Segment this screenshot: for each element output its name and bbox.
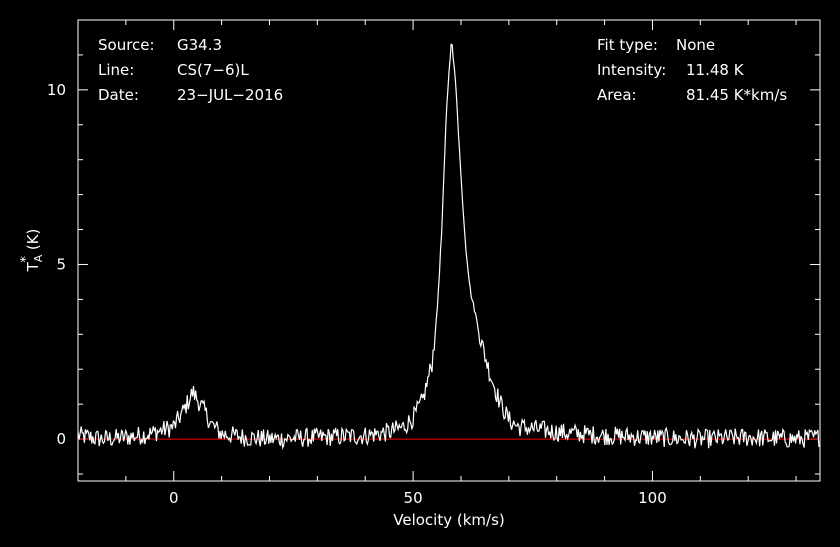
y-axis-label-unit: (K) (24, 229, 42, 251)
intensity-label: Intensity: (597, 61, 666, 79)
source-value: G34.3 (177, 36, 222, 54)
intensity-value: 11.48 K (686, 61, 745, 79)
y-tick-label: 0 (56, 430, 66, 448)
y-tick-label: 5 (56, 255, 66, 273)
x-tick-label: 0 (169, 489, 179, 507)
area-label: Area: (597, 86, 637, 104)
fit-type-value: None (676, 36, 715, 54)
date-label: Date: (98, 86, 139, 104)
line-value: CS(7−6)L (177, 61, 249, 79)
y-axis-label: TA* (K) (19, 229, 45, 273)
plot-frame (77, 19, 821, 482)
y-tick-label: 10 (47, 81, 66, 99)
y-axis-label-sub: A (32, 254, 45, 262)
source-label: Source: (98, 36, 155, 54)
area-value: 81.45 K*km/s (686, 86, 787, 104)
spectrum-line (77, 43, 820, 450)
x-axis-label: Velocity (km/s) (393, 511, 504, 529)
y-ticks: 0 5 10 (47, 19, 820, 475)
x-tick-label: 50 (404, 489, 423, 507)
x-ticks: 0 50 100 (77, 20, 797, 507)
svg-text:TA*(K): TA* (K) (19, 229, 45, 273)
fit-type-label: Fit type: (597, 36, 658, 54)
line-label: Line: (98, 61, 134, 79)
date-value: 23−JUL−2016 (177, 86, 283, 104)
x-tick-label: 100 (638, 489, 667, 507)
y-axis-label-main: T (24, 261, 42, 272)
y-axis-label-sup: * (19, 256, 34, 263)
